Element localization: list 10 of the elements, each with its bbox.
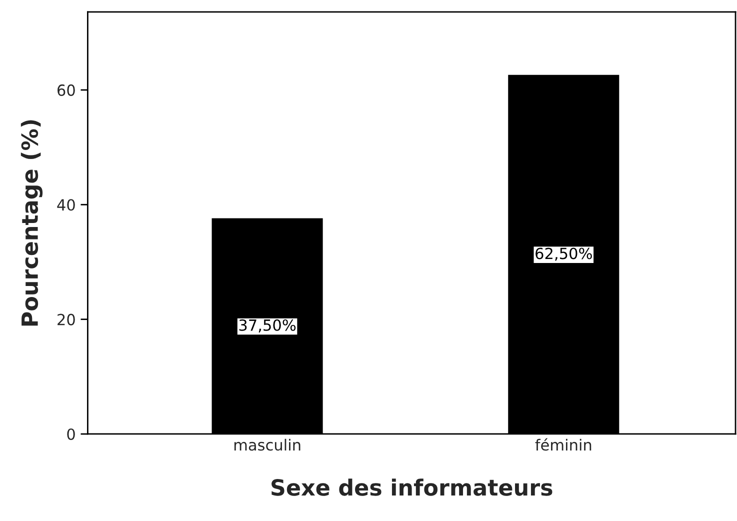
text: 62,50% (536, 248, 592, 261)
x-axis-title: Sexe des informateurs (272, 478, 552, 496)
y-axis-title: Pourcentage (%) (20, 120, 43, 326)
text: 37,50% (239, 319, 296, 332)
y-tick-label: 60 (58, 84, 75, 96)
x-tick-label: masculin (234, 438, 300, 451)
x-tick-label: féminin (535, 438, 592, 451)
y-tick-label: 20 (58, 314, 75, 326)
y-tick-label: 0 (67, 428, 75, 440)
y-tick-label: 40 (57, 199, 75, 211)
